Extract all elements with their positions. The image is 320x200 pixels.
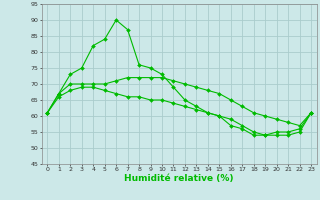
X-axis label: Humidité relative (%): Humidité relative (%) — [124, 174, 234, 183]
